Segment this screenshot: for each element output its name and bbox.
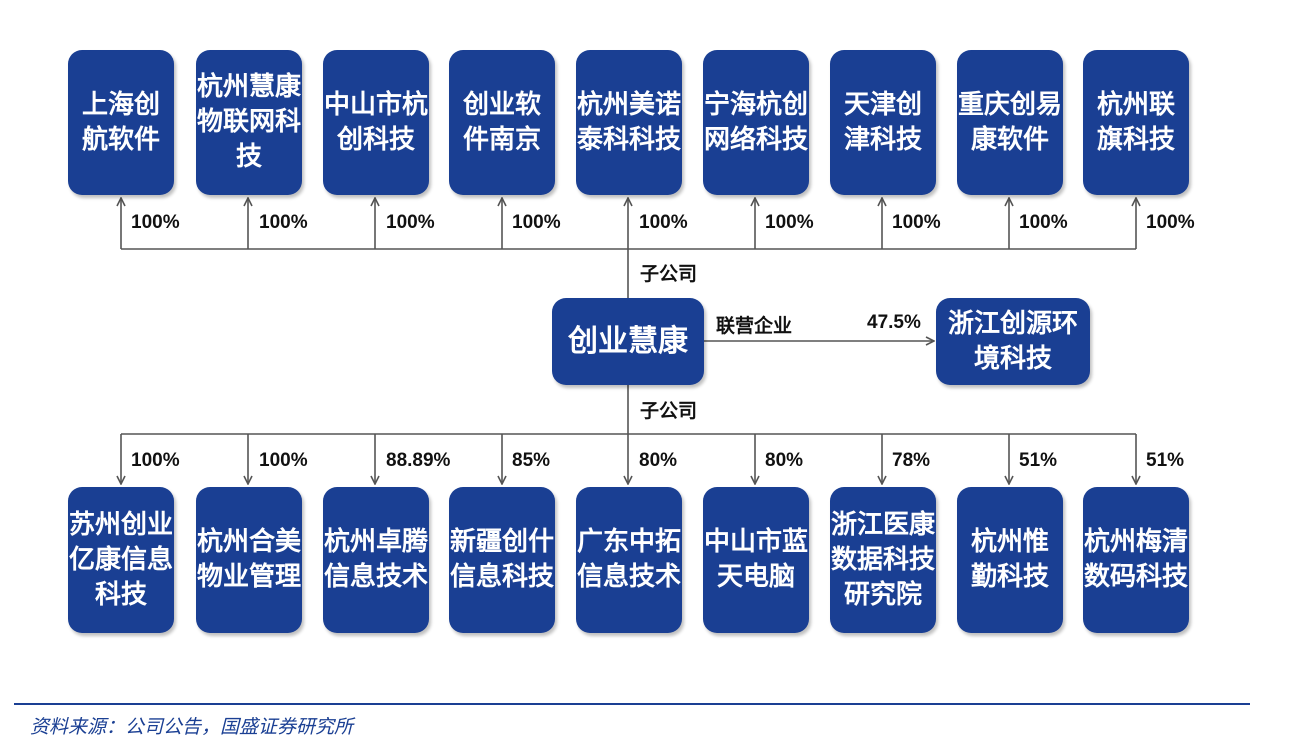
ownership-percent: 100% — [259, 450, 308, 471]
ownership-percent: 80% — [639, 450, 678, 471]
subsidiary-name: 杭州慧康物联网科技 — [197, 72, 302, 172]
ownership-percent: 100% — [512, 212, 561, 233]
subsidiary-box-top-8: 重庆创易康软件 — [957, 50, 1063, 195]
affiliate-label: 联营企业 — [716, 315, 793, 337]
subsidiary-label-top: 子公司 — [640, 263, 698, 285]
subsidiary-box-bottom-2: 杭州合美物业管理 — [196, 487, 302, 633]
subsidiary-box-bottom-7: 浙江医康数据科技研究院 — [830, 487, 936, 633]
subsidiary-box-top-1: 上海创航软件 — [68, 50, 174, 195]
subsidiary-name: 苏州创业亿康信息科技 — [69, 509, 174, 610]
subsidiary-box-top-2: 杭州慧康物联网科技 — [196, 50, 302, 195]
subsidiary-box-top-6: 宁海杭创网络科技 — [703, 50, 809, 195]
ownership-percent: 100% — [259, 212, 308, 233]
subsidiary-name: 杭州惟勤科技 — [971, 527, 1050, 592]
subsidiary-name: 新疆创什信息科技 — [450, 527, 555, 592]
company-box-center: 创业慧康 — [552, 298, 704, 385]
subsidiary-box-bottom-3: 杭州卓腾信息技术 — [323, 487, 429, 633]
subsidiary-name: 杭州联旗科技 — [1097, 89, 1176, 155]
subsidiary-name: 广东中拓信息技术 — [577, 527, 682, 592]
ownership-percent: 100% — [892, 212, 941, 233]
ownership-percent: 88.89% — [386, 450, 451, 471]
ownership-percent: 100% — [1146, 212, 1195, 233]
subsidiary-name: 中山市杭创科技 — [324, 89, 429, 155]
subsidiary-name: 杭州合美物业管理 — [197, 527, 302, 592]
ownership-percent: 100% — [639, 212, 688, 233]
ownership-percent: 51% — [1146, 450, 1185, 471]
subsidiary-name: 浙江医康数据科技研究院 — [831, 509, 936, 610]
subsidiary-name: 杭州梅清数码科技 — [1084, 527, 1189, 592]
subsidiary-box-top-5: 杭州美诺泰科科技 — [576, 50, 682, 195]
ownership-percent: 78% — [892, 450, 931, 471]
source-note: 资料来源：公司公告，国盛证券研究所 — [30, 716, 354, 738]
subsidiary-label-bottom: 子公司 — [640, 400, 698, 422]
subsidiary-name: 杭州美诺泰科科技 — [577, 89, 682, 155]
subsidiary-box-top-7: 天津创津科技 — [830, 50, 936, 195]
subsidiary-box-bottom-4: 新疆创什信息科技 — [449, 487, 555, 633]
ownership-percent: 51% — [1019, 450, 1058, 471]
affiliate-name: 浙江创源环境科技 — [947, 308, 1078, 374]
subsidiary-name: 杭州卓腾信息技术 — [324, 527, 429, 592]
affiliate-box: 浙江创源环境科技 — [936, 298, 1090, 385]
subsidiary-box-top-9: 杭州联旗科技 — [1083, 50, 1189, 195]
company-name: 创业慧康 — [568, 323, 688, 359]
affiliate-percent: 47.5% — [867, 312, 921, 333]
footer-divider — [14, 703, 1250, 705]
subsidiary-name: 上海创航软件 — [82, 89, 161, 155]
ownership-percent: 100% — [131, 450, 180, 471]
ownership-percent: 80% — [765, 450, 804, 471]
subsidiary-name: 重庆创易康软件 — [958, 89, 1063, 155]
ownership-percent: 85% — [512, 450, 551, 471]
subsidiary-box-bottom-1: 苏州创业亿康信息科技 — [68, 487, 174, 633]
subsidiary-box-top-3: 中山市杭创科技 — [323, 50, 429, 195]
subsidiary-name: 创业软件南京 — [463, 89, 542, 155]
subsidiary-box-top-4: 创业软件南京 — [449, 50, 555, 195]
ownership-percent: 100% — [386, 212, 435, 233]
ownership-percent: 100% — [765, 212, 814, 233]
ownership-percent: 100% — [131, 212, 180, 233]
subsidiary-box-bottom-9: 杭州梅清数码科技 — [1083, 487, 1189, 633]
subsidiary-name: 天津创津科技 — [844, 89, 923, 155]
subsidiary-box-bottom-5: 广东中拓信息技术 — [576, 487, 682, 633]
subsidiary-box-bottom-6: 中山市蓝天电脑 — [703, 487, 809, 633]
subsidiary-name: 宁海杭创网络科技 — [704, 89, 809, 155]
ownership-percent: 100% — [1019, 212, 1068, 233]
subsidiary-name: 中山市蓝天电脑 — [704, 527, 809, 592]
subsidiary-box-bottom-8: 杭州惟勤科技 — [957, 487, 1063, 633]
